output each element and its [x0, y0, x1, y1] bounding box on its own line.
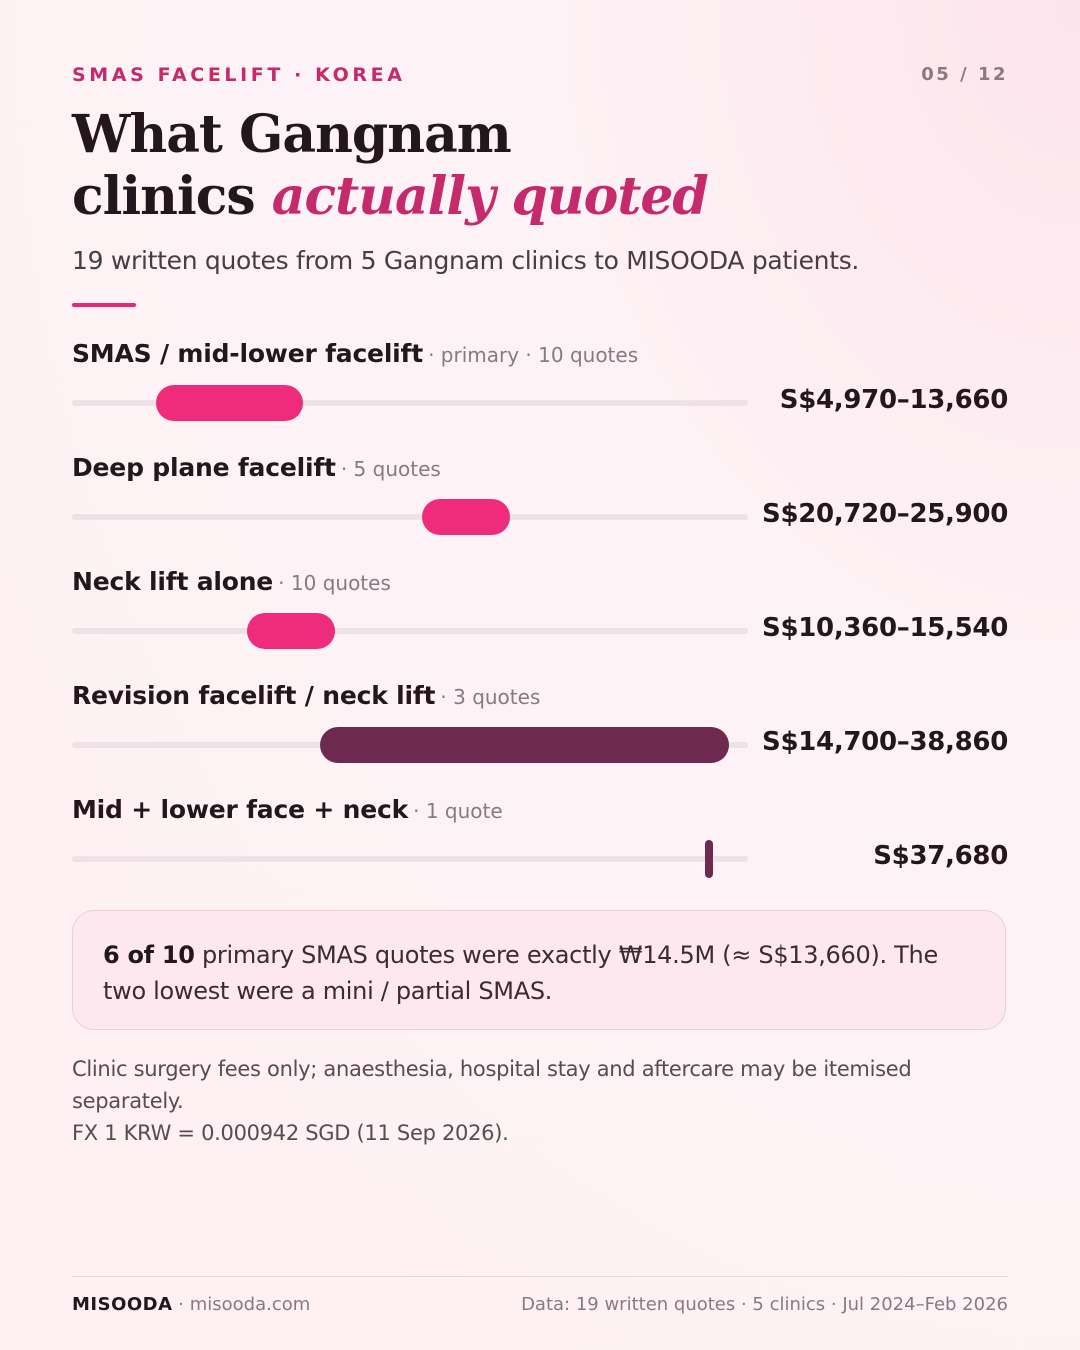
footnote-fees: Clinic surgery fees only; anaesthesia, h… [72, 1057, 912, 1113]
chart-row: Revision facelift / neck lift · 3 quotes… [72, 681, 1008, 791]
quote-count: · 3 quotes [440, 685, 541, 709]
row-label: Mid + lower face + neck · 1 quote [72, 795, 503, 824]
callout-highlight: 6 of 10 [103, 941, 195, 969]
row-label: Deep plane facelift · 5 quotes [72, 453, 441, 482]
range-track [72, 856, 748, 862]
brand-site: · misooda.com [172, 1294, 311, 1315]
quote-count: · primary · 10 quotes [428, 343, 639, 367]
row-label: Neck lift alone · 10 quotes [72, 567, 391, 596]
accent-divider [72, 303, 136, 307]
quote-count: · 10 quotes [278, 571, 391, 595]
price-range-bar [320, 727, 729, 763]
footer-divider [72, 1276, 1008, 1277]
price-range-label: S$4,970–13,660 [779, 385, 1009, 415]
insight-callout: 6 of 10 primary SMAS quotes were exactly… [72, 910, 1006, 1030]
range-track [72, 400, 748, 406]
brand-name: MISOODA [72, 1294, 173, 1315]
procedure-name: Deep plane facelift [72, 453, 336, 482]
chart-row: Deep plane facelift · 5 quotes S$20,720–2… [72, 453, 1008, 563]
footer-brand-block: MISOODA · misooda.com [72, 1294, 310, 1315]
quote-count: · 5 quotes [340, 457, 441, 481]
title-line-1: What Gangnam [72, 104, 512, 165]
price-range-bar [155, 385, 303, 421]
chart-row: SMAS / mid-lower facelift · primary · 10… [72, 339, 1008, 449]
footnote-fx: FX 1 KRW = 0.000942 SGD (11 Sep 2026). [72, 1121, 509, 1145]
price-range-bar [422, 499, 510, 535]
price-range-label: S$37,680 [873, 841, 1008, 871]
footnote: Clinic surgery fees only; anaesthesia, h… [72, 1053, 1012, 1149]
title-line-2: clinics [72, 166, 272, 227]
page-title: What Gangnam clinics actually quoted [72, 104, 709, 228]
price-point-marker [704, 840, 713, 878]
price-range-bar [247, 613, 335, 649]
eyebrow-label: SMAS FACELIFT · KOREA [72, 64, 406, 86]
price-range-label: S$14,700–38,860 [762, 727, 1008, 757]
procedure-name: Revision facelift / neck lift [72, 681, 436, 710]
title-accent: actually quoted [271, 166, 709, 227]
row-label: SMAS / mid-lower facelift · primary · 10… [72, 339, 638, 368]
procedure-name: Neck lift alone [72, 567, 274, 596]
page-indicator: 05 / 12 [921, 64, 1008, 85]
range-track [72, 514, 748, 520]
page-subtitle: 19 written quotes from 5 Gangnam clinics… [72, 246, 860, 275]
procedure-name: SMAS / mid-lower facelift [72, 339, 423, 368]
range-track [72, 628, 748, 634]
row-label: Revision facelift / neck lift · 3 quotes [72, 681, 540, 710]
price-range-label: S$10,360–15,540 [762, 613, 1008, 643]
chart-row: Neck lift alone · 10 quotes S$10,360–15,5… [72, 567, 1008, 677]
procedure-name: Mid + lower face + neck [72, 795, 409, 824]
callout-text: primary SMAS quotes were exactly ₩14.5M … [103, 941, 938, 1005]
quote-count: · 1 quote [413, 799, 503, 823]
price-range-label: S$20,720–25,900 [762, 499, 1008, 529]
data-source-note: Data: 19 written quotes · 5 clinics · Ju… [521, 1294, 1008, 1315]
chart-row: Mid + lower face + neck · 1 quote S$37,68… [72, 795, 1008, 905]
